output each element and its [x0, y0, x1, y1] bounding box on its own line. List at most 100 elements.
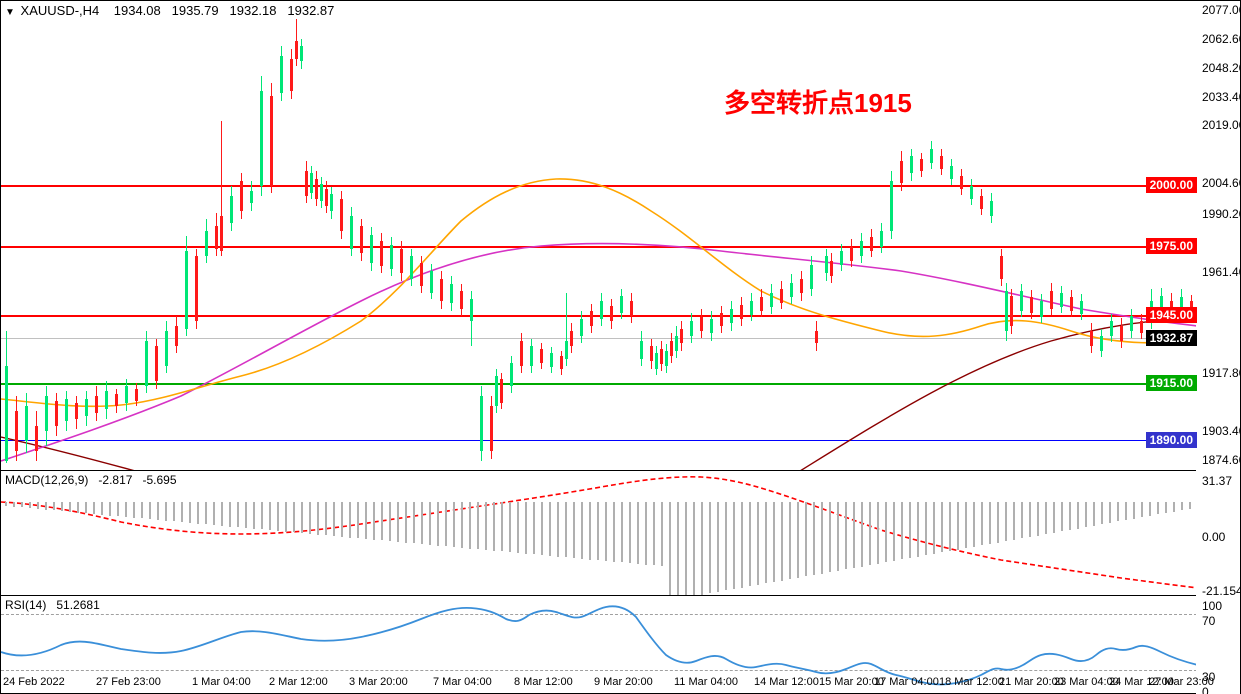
candle-body[interactable]: [145, 341, 148, 386]
candle-body[interactable]: [760, 297, 763, 311]
candle-body[interactable]: [600, 301, 603, 319]
candle-body[interactable]: [360, 226, 363, 253]
candle-body[interactable]: [290, 59, 293, 91]
candle-body[interactable]: [165, 331, 168, 366]
candle-body[interactable]: [5, 366, 8, 461]
price-tag-1890[interactable]: 1890.00: [1146, 432, 1197, 448]
candle-body[interactable]: [315, 179, 318, 199]
candle-body[interactable]: [350, 216, 353, 249]
candle-body[interactable]: [970, 186, 973, 199]
candle-body[interactable]: [675, 336, 678, 351]
candle-body[interactable]: [740, 305, 743, 319]
candle-body[interactable]: [410, 256, 413, 279]
candle-body[interactable]: [35, 426, 38, 451]
price-axis[interactable]: 2077.00 2062.60 2048.20 2033.40 2019.00 …: [1196, 1, 1240, 471]
candle-body[interactable]: [790, 283, 793, 297]
candle-body[interactable]: [135, 389, 138, 401]
candle-body[interactable]: [440, 279, 443, 301]
candle-body[interactable]: [65, 399, 68, 421]
candle-body[interactable]: [510, 363, 513, 386]
candle-body[interactable]: [295, 41, 298, 59]
candle-body[interactable]: [750, 301, 753, 315]
candle-body[interactable]: [205, 231, 208, 256]
candle-body[interactable]: [1000, 256, 1003, 279]
candle-body[interactable]: [980, 196, 983, 209]
candle-body[interactable]: [310, 173, 313, 193]
candle-body[interactable]: [825, 256, 828, 273]
candle-body[interactable]: [1140, 321, 1143, 333]
candle-body[interactable]: [860, 241, 863, 256]
candle-body[interactable]: [1120, 326, 1123, 341]
candle-body[interactable]: [520, 341, 523, 366]
dropdown-arrow-icon[interactable]: ▼: [5, 7, 15, 18]
candle-body[interactable]: [450, 284, 453, 303]
candle-body[interactable]: [25, 406, 28, 441]
candle-body[interactable]: [565, 341, 568, 359]
candle-body[interactable]: [185, 251, 188, 329]
candle-body[interactable]: [250, 191, 253, 203]
candle-body[interactable]: [230, 196, 233, 223]
candle-body[interactable]: [85, 399, 88, 416]
candle-body[interactable]: [530, 346, 533, 366]
candle-body[interactable]: [920, 159, 923, 171]
candle-body[interactable]: [670, 341, 673, 356]
price-tag-1915[interactable]: 1915.00: [1146, 375, 1197, 391]
candle-body[interactable]: [155, 346, 158, 381]
candle-body[interactable]: [610, 306, 613, 321]
candle-body[interactable]: [1010, 296, 1013, 326]
candle-body[interactable]: [550, 353, 553, 367]
candle-body[interactable]: [75, 403, 78, 419]
candle-body[interactable]: [780, 289, 783, 303]
candle-body[interactable]: [690, 321, 693, 336]
candle-body[interactable]: [330, 194, 333, 211]
candle-body[interactable]: [125, 386, 128, 403]
candle-body[interactable]: [55, 401, 58, 426]
candle-body[interactable]: [880, 231, 883, 247]
candle-body[interactable]: [1040, 301, 1043, 317]
candle-body[interactable]: [480, 396, 483, 451]
candle-body[interactable]: [280, 56, 283, 93]
candle-body[interactable]: [195, 256, 198, 321]
candle-body[interactable]: [105, 391, 108, 409]
candle-body[interactable]: [1130, 316, 1133, 331]
candle-body[interactable]: [655, 353, 658, 369]
candle-body[interactable]: [260, 91, 263, 186]
candle-body[interactable]: [240, 181, 243, 211]
candle-body[interactable]: [890, 181, 893, 231]
candle-body[interactable]: [45, 396, 48, 431]
price-tag-1945[interactable]: 1945.00: [1146, 307, 1197, 323]
candle-body[interactable]: [305, 171, 308, 196]
candle-body[interactable]: [540, 349, 543, 363]
candle-body[interactable]: [390, 245, 393, 269]
candle-body[interactable]: [340, 199, 343, 231]
candle-body[interactable]: [490, 406, 493, 451]
candle-body[interactable]: [495, 376, 498, 406]
candle-body[interactable]: [570, 331, 573, 346]
macd-axis[interactable]: 31.37 0.00 -21.154: [1196, 472, 1240, 596]
candle-body[interactable]: [960, 176, 963, 189]
candle-body[interactable]: [710, 319, 713, 333]
candle-body[interactable]: [560, 356, 563, 369]
candle-body[interactable]: [460, 291, 463, 309]
candle-body[interactable]: [940, 156, 943, 169]
candle-body[interactable]: [810, 265, 813, 289]
candle-body[interactable]: [665, 351, 668, 366]
candle-body[interactable]: [320, 184, 323, 201]
candle-body[interactable]: [640, 341, 643, 359]
candle-body[interactable]: [15, 411, 18, 451]
candle-body[interactable]: [175, 326, 178, 346]
candle-body[interactable]: [660, 349, 663, 364]
candle-body[interactable]: [850, 247, 853, 261]
candle-body[interactable]: [1005, 291, 1008, 331]
candle-body[interactable]: [1050, 291, 1053, 309]
candle-body[interactable]: [95, 396, 98, 413]
candle-body[interactable]: [325, 189, 328, 206]
candle-body[interactable]: [300, 46, 303, 61]
candle-body[interactable]: [1110, 321, 1113, 336]
candle-body[interactable]: [1020, 291, 1023, 311]
candle-body[interactable]: [580, 319, 583, 336]
candle-body[interactable]: [620, 296, 623, 313]
candle-body[interactable]: [470, 299, 473, 321]
candle-body[interactable]: [630, 301, 633, 316]
candle-body[interactable]: [900, 161, 903, 183]
